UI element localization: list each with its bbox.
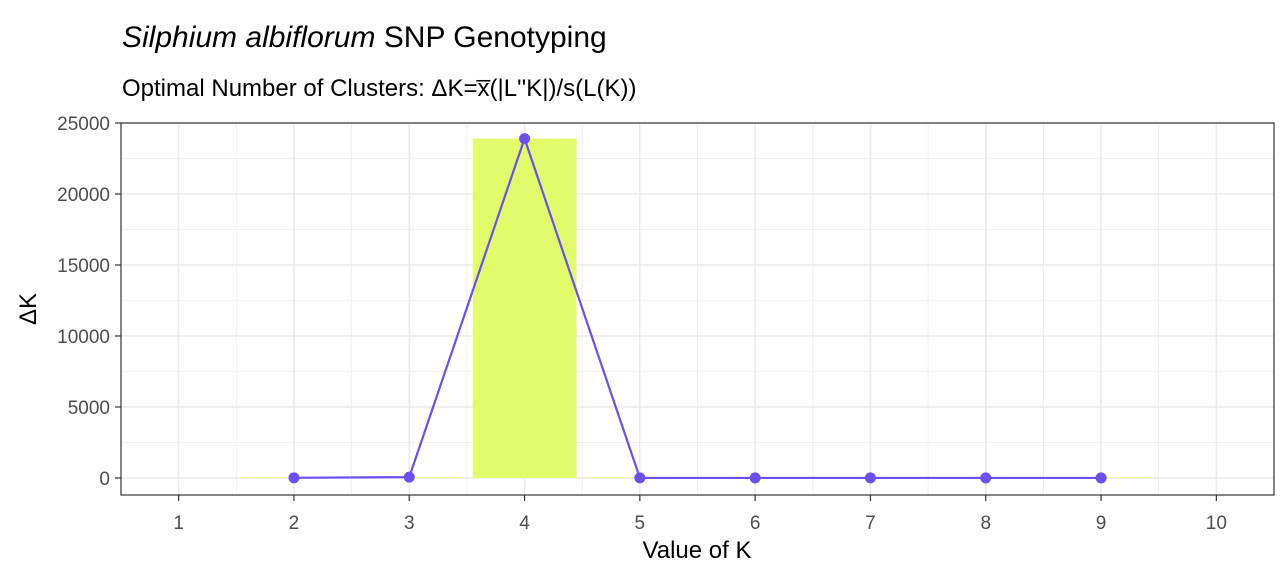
bar: [472, 138, 577, 478]
data-point: [403, 471, 415, 483]
y-tick-label: 15000: [57, 256, 110, 277]
data-point: [1095, 472, 1107, 484]
x-tick-label: 9: [1096, 513, 1107, 534]
minor-gridlines: [121, 123, 1274, 495]
line-layer: [293, 137, 1102, 480]
y-axis-label: ΔK: [15, 293, 42, 325]
data-point: [749, 472, 761, 484]
delta-k-line: [293, 137, 1102, 480]
x-tick-label: 6: [750, 513, 761, 534]
x-tick-label: 2: [289, 513, 300, 534]
data-point: [864, 472, 876, 484]
x-tick-label: 8: [980, 513, 991, 534]
x-tick-label: 5: [635, 513, 646, 534]
y-tick-label: 5000: [68, 398, 110, 419]
y-tick-label: 0: [99, 469, 110, 490]
data-point: [519, 133, 531, 145]
points-layer: [288, 133, 1107, 484]
x-tick-label: 4: [519, 513, 530, 534]
x-tick-label: 10: [1206, 513, 1227, 534]
data-point: [634, 472, 646, 484]
x-tick-label: 7: [865, 513, 876, 534]
chart-title: Silphium albiflorum SNP Genotyping: [122, 18, 607, 58]
data-point: [288, 472, 300, 484]
chart-title-rest: SNP Genotyping: [375, 21, 607, 54]
y-tick-label: 20000: [57, 185, 110, 206]
y-axis: 0 5000 10000 15000 20000 25000: [57, 114, 121, 490]
y-tick-label: 25000: [57, 114, 110, 135]
plot-panel-border: [120, 122, 1275, 496]
y-tick-label: 10000: [57, 327, 110, 348]
data-point: [980, 472, 992, 484]
x-tick-label: 3: [404, 513, 415, 534]
chart-subtitle: Optimal Number of Clusters: ΔK=x̅(|L''K|…: [122, 75, 637, 102]
chart-title-species: Silphium albiflorum: [122, 21, 376, 54]
x-axis-label: Value of K: [643, 537, 752, 564]
x-axis: 1 2 3 4 5 6 7 8 9 10: [173, 495, 1227, 534]
x-tick-label: 1: [173, 513, 184, 534]
